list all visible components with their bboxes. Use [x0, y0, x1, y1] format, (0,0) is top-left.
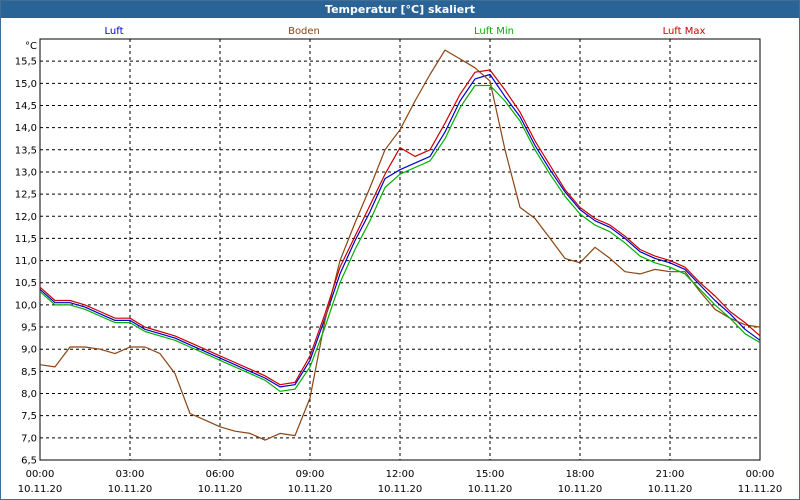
y-tick-label: 15,5 — [15, 57, 37, 68]
x-tick-time: 15:00 — [476, 469, 505, 480]
plot-area — [39, 38, 761, 461]
legend-item: Luft Max — [663, 26, 706, 37]
y-tick-label: 13,5 — [15, 145, 37, 156]
y-axis-label: °C — [25, 41, 37, 52]
x-axis-ticks: 00:00 10.11.20 03:00 10.11.20 06:00 10.11.20 0… — [18, 469, 783, 495]
x-tick-date: 11.11.20 — [738, 484, 783, 495]
x-tick-time: 12:00 — [386, 469, 415, 480]
y-tick-label: 11,0 — [15, 256, 37, 267]
legend-item: Luft — [105, 26, 124, 37]
y-tick-label: 13,0 — [15, 167, 37, 178]
x-tick-time: 09:00 — [296, 469, 325, 480]
x-tick-date: 10.11.20 — [18, 484, 63, 495]
x-tick-date: 10.11.20 — [468, 484, 513, 495]
x-tick-date: 10.11.20 — [108, 484, 153, 495]
y-tick-label: 10,0 — [15, 300, 37, 311]
y-tick-label: 7,5 — [21, 411, 37, 422]
chart-title: Temperatur [°C] skaliert — [1, 1, 799, 18]
y-tick-label: 14,0 — [15, 123, 37, 134]
y-tick-label: 7,0 — [21, 433, 37, 444]
y-tick-label: 11,5 — [15, 234, 37, 245]
y-tick-label: 8,0 — [21, 389, 37, 400]
y-tick-label: 9,5 — [21, 323, 37, 334]
x-tick-date: 10.11.20 — [198, 484, 243, 495]
legend-item: Luft Min — [474, 26, 514, 37]
y-tick-label: 6,5 — [21, 456, 37, 467]
series-line-luft — [39, 73, 761, 388]
x-tick-time: 00:00 — [746, 469, 775, 480]
series-line-boden — [39, 49, 761, 441]
series-line-luft-min — [39, 84, 761, 392]
legend: Luft Boden Luft Min Luft Max — [105, 26, 706, 37]
x-tick-date: 10.11.20 — [288, 484, 333, 495]
y-tick-label: 15,0 — [15, 79, 37, 90]
legend-item: Boden — [288, 26, 320, 37]
grid — [39, 39, 761, 461]
y-tick-label: 12,5 — [15, 190, 37, 201]
y-tick-label: 10,5 — [15, 278, 37, 289]
y-tick-label: 12,0 — [15, 212, 37, 223]
x-tick-date: 10.11.20 — [648, 484, 693, 495]
x-tick-time: 00:00 — [26, 469, 55, 480]
y-tick-label: 9,0 — [21, 345, 37, 356]
data-series — [39, 49, 761, 441]
y-axis-ticks: 6,5 7,0 7,5 8,0 8,5 9,0 9,5 10,0 10,5 11,0 11,5 12,… — [15, 57, 37, 467]
x-tick-time: 06:00 — [206, 469, 235, 480]
x-tick-date: 10.11.20 — [558, 484, 603, 495]
x-tick-time: 21:00 — [656, 469, 685, 480]
y-tick-label: 14,5 — [15, 101, 37, 112]
series-line-luft-max — [39, 69, 761, 386]
x-tick-time: 03:00 — [116, 469, 145, 480]
x-tick-date: 10.11.20 — [378, 484, 423, 495]
x-tick-time: 18:00 — [566, 469, 595, 480]
y-tick-label: 8,5 — [21, 367, 37, 378]
